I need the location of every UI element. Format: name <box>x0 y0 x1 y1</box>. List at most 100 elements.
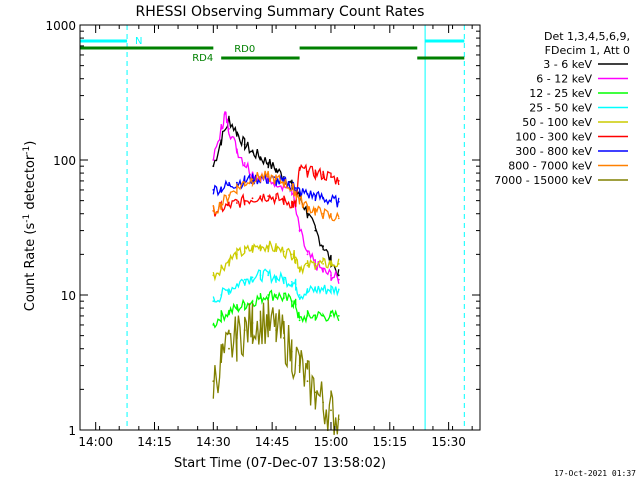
series-9-point <box>290 350 293 353</box>
legend-header-line1: Det 1,3,4,5,6,9, <box>544 30 630 43</box>
series-3-point <box>306 315 309 317</box>
series-8-point <box>275 178 277 181</box>
series-2-point <box>322 270 324 273</box>
series-9-point <box>220 360 223 363</box>
series-9-point <box>259 319 262 322</box>
series-3-point <box>337 315 340 317</box>
series-9 <box>212 299 340 435</box>
series-6-point <box>290 202 293 204</box>
series-8-point <box>290 187 293 189</box>
series-6-point <box>259 195 262 198</box>
series-6-point <box>251 197 254 200</box>
series-8-point <box>283 181 285 184</box>
y-tick-label: 1 <box>68 424 76 438</box>
series-9-point <box>228 347 230 350</box>
series-3-point <box>322 315 324 317</box>
series-6-point <box>322 173 324 176</box>
series-3-point <box>283 297 285 299</box>
series-2-point <box>212 159 215 161</box>
series-8-point <box>236 187 238 189</box>
series-5-point <box>283 250 285 253</box>
series-1-point <box>267 162 270 164</box>
series-8-point <box>212 210 215 212</box>
series-2-point <box>337 278 340 281</box>
annotation-rd4: RD4 <box>192 53 213 64</box>
series-5-point <box>228 259 230 262</box>
series-5-point <box>275 247 277 250</box>
series-1-point <box>212 165 215 168</box>
series-6-point <box>267 195 270 198</box>
series-2-point <box>224 112 227 115</box>
y-axis-label-part3: ) <box>23 141 38 146</box>
series-1-point <box>243 143 246 146</box>
series-1-point <box>306 212 309 215</box>
series-4-point <box>228 288 230 291</box>
timestamp: 17-Oct-2021 01:37 <box>554 469 636 478</box>
series-6-point <box>306 170 309 173</box>
x-tick-label: 15:00 <box>314 435 349 449</box>
y-axis-label-sup1: -1 <box>22 214 32 223</box>
series-4-point <box>306 291 309 293</box>
series-9-point <box>283 337 285 339</box>
series-5-point <box>290 253 293 256</box>
series-4-point <box>212 300 215 303</box>
y-tick-label: 100 <box>53 154 76 168</box>
series-layer <box>212 111 340 435</box>
series-1-point <box>228 118 230 121</box>
series-4-point <box>220 294 223 296</box>
series-5-point <box>298 266 301 269</box>
series-7-point <box>298 191 301 193</box>
series-9-point <box>275 329 277 331</box>
series-5-point <box>212 274 215 277</box>
series-line-1 <box>212 115 340 278</box>
series-9-point <box>267 322 270 324</box>
series-6-point <box>228 204 230 207</box>
series-8-point <box>267 176 270 178</box>
series-1 <box>212 115 340 278</box>
series-line-6 <box>212 163 340 217</box>
legend-label-1: 3 - 6 keV <box>543 58 592 71</box>
legend-label-9: 7000 - 15000 keV <box>494 174 592 187</box>
legend-label-8: 800 - 7000 keV <box>508 160 592 173</box>
series-4-point <box>283 278 285 281</box>
series-3-point <box>220 315 223 317</box>
y-tick-label: 10 <box>61 289 76 303</box>
series-9-point <box>243 329 246 331</box>
series-9-point <box>236 337 238 339</box>
legend-label-4: 25 - 50 keV <box>529 102 592 115</box>
series-3-point <box>212 324 215 326</box>
series-9-point <box>330 409 332 412</box>
series-1-point <box>259 156 262 159</box>
axes-layer: 1 10 100 1000 14:00 14:15 14:30 14:45 15:00 15:15… <box>45 19 481 449</box>
series-9-point <box>212 380 215 383</box>
series-9-point <box>337 418 340 421</box>
series-1-point <box>236 131 238 134</box>
series-line-8 <box>212 170 340 222</box>
series-7-point <box>294 187 297 189</box>
series-5 <box>212 240 340 282</box>
series-2-point <box>220 127 223 130</box>
series-9-point <box>314 391 317 394</box>
series-1-point <box>220 139 223 142</box>
series-4-point <box>251 276 254 279</box>
series-4-point <box>337 288 340 291</box>
series-1-point <box>314 229 317 232</box>
series-2-point <box>298 229 301 232</box>
series-5-point <box>259 245 262 248</box>
y-axis-label-part1: Count Rate (s <box>23 223 38 312</box>
series-3-point <box>275 294 277 296</box>
series-2-point <box>330 274 332 277</box>
series-2-point <box>306 253 309 256</box>
legend-label-3: 12 - 25 keV <box>529 87 592 100</box>
series-4-point <box>290 281 293 283</box>
series-3-point <box>294 303 297 306</box>
series-9-point <box>251 322 254 324</box>
series-7-point <box>228 184 230 187</box>
series-6-point <box>314 172 317 175</box>
series-8-point <box>220 203 223 206</box>
x-tick-label: 15:30 <box>431 435 466 449</box>
series-5-point <box>220 266 223 269</box>
series-6-point <box>298 168 301 171</box>
series-3-point <box>298 319 301 322</box>
